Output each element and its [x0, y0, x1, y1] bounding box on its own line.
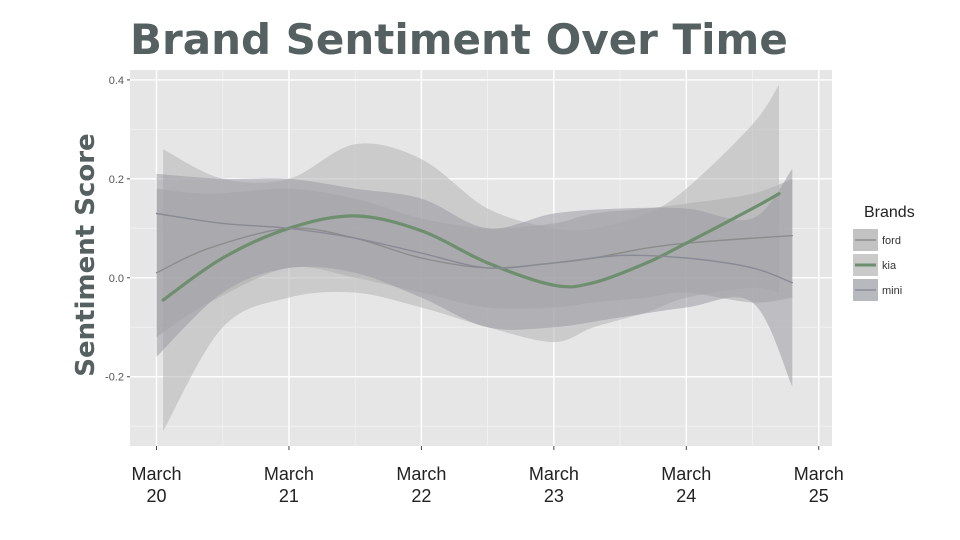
- x-tick-label: March 24: [661, 464, 711, 506]
- series-lines: [155, 192, 793, 302]
- y-tick-label: 0.4: [109, 75, 124, 87]
- x-tick-label: March 25: [794, 464, 844, 506]
- x-tick-label: March 22: [396, 464, 446, 506]
- y-axis-label: Sentiment Score: [71, 133, 101, 376]
- y-tick-label: 0.2: [109, 174, 124, 186]
- legend: Brands ford kia mini: [853, 204, 915, 301]
- x-tick-label: March 20: [131, 464, 181, 506]
- x-tick-labels: March 20 March 21 March 22 March 23 March 24 March…: [131, 446, 844, 506]
- legend-label-kia: kia: [882, 260, 897, 272]
- line-kia: [161, 192, 781, 302]
- x-tick-label: March 21: [264, 464, 314, 506]
- chart-title: Brand Sentiment Over Time: [130, 15, 788, 64]
- line-mini: [155, 212, 793, 284]
- y-tick-labels: -0.2 0.0 0.2 0.4: [105, 75, 130, 384]
- legend-label-ford: ford: [882, 235, 901, 247]
- y-tick-label: 0.0: [109, 273, 124, 285]
- band-mini: [156, 168, 793, 387]
- y-tick-label: -0.2: [105, 372, 124, 384]
- x-tick-label: March 23: [529, 464, 579, 506]
- legend-title: Brands: [864, 204, 915, 221]
- legend-label-mini: mini: [882, 285, 902, 297]
